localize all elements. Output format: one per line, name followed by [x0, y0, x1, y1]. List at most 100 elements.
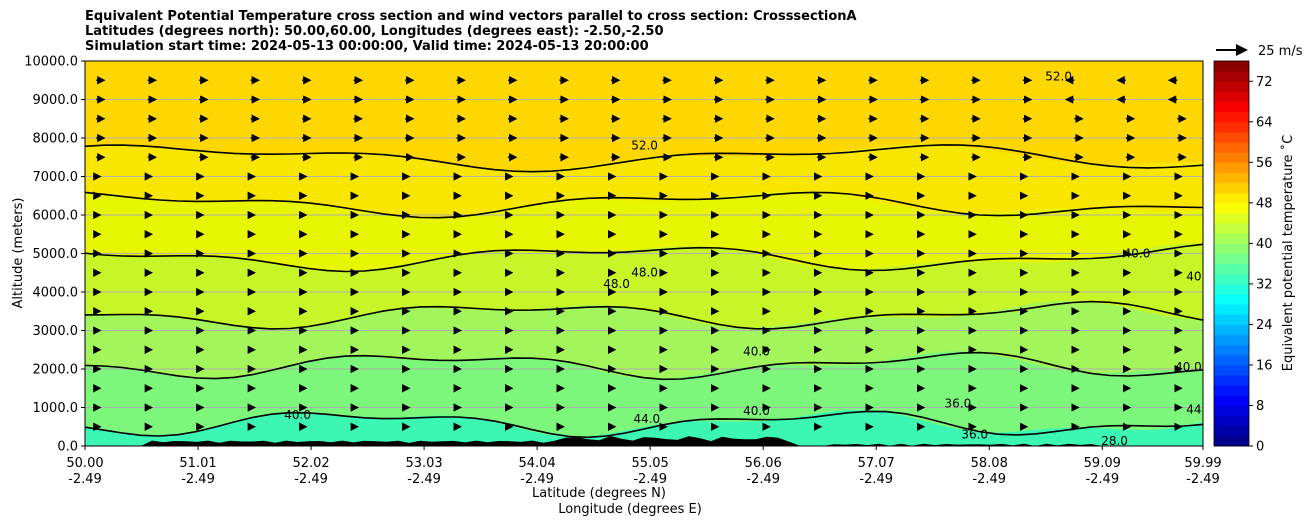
x-tick-label-lat: 54.04 [519, 456, 556, 471]
title-line-3: Simulation start time: 2024-05-13 00:00:… [85, 39, 649, 54]
x-tick-label-lon: -2.49 [294, 472, 328, 487]
colorbar-segment [1214, 273, 1249, 285]
x-tick-label-lat: 52.02 [292, 456, 329, 471]
x-tick-label-lon: -2.49 [1085, 472, 1119, 487]
y-tick-label: 0.0 [57, 440, 78, 455]
colorbar-segment [1214, 142, 1249, 153]
contour-line [85, 410, 1203, 439]
colorbar-segment [1214, 334, 1249, 346]
colorbar-tick-label: 40 [1256, 237, 1273, 252]
x-tick-label-lat: 53.03 [405, 456, 442, 471]
contour-label: 48.0 [631, 266, 658, 280]
x-tick-label-lat: 58.08 [971, 456, 1008, 471]
contour-label: 44.0 [1186, 402, 1213, 416]
contour-line [85, 300, 1203, 330]
colorbar-segment [1214, 152, 1249, 163]
contour-label: 40.0 [1175, 360, 1202, 374]
y-axis-label: Altitude (meters) [11, 198, 26, 309]
colorbar-segment [1214, 304, 1249, 315]
colorbar-tick-label: 64 [1256, 115, 1273, 130]
colorbar-tick-label: 8 [1256, 399, 1264, 414]
contour-label: 40.0 [1124, 246, 1151, 260]
y-tick-label: 2000.0 [33, 363, 79, 378]
wind-key: 25 m/s [1216, 44, 1303, 59]
x-tick-label-lat: 51.01 [179, 456, 216, 471]
colorbar-segment [1214, 81, 1249, 92]
contour-label: 36.0 [961, 427, 988, 441]
contour-label: 40.0 [1186, 269, 1213, 283]
x-axis-label-lat: Latitude (degrees N) [532, 486, 666, 501]
colorbar-segment [1214, 61, 1249, 72]
x-axis-label-lon: Longitude (degrees E) [558, 502, 702, 517]
colorbar-segment [1214, 162, 1249, 173]
colorbar-tick-label: 24 [1256, 318, 1273, 333]
contour-label: 52.0 [1045, 69, 1072, 83]
colorbar-segment [1214, 263, 1249, 275]
colorbar-segment [1214, 405, 1249, 417]
colorbar-tick-label: 32 [1256, 277, 1273, 292]
colorbar-segment [1214, 131, 1249, 143]
colorbar-segment [1214, 283, 1249, 295]
y-tick-label: 7000.0 [33, 170, 79, 185]
contour-line [85, 243, 1203, 273]
y-tick-label: 10000.0 [24, 55, 78, 70]
y-axis: 0.0 1000.0 2000.0 3000.0 4000.0 5000.0 6000.0 7… [24, 55, 85, 455]
y-tick-label: 3000.0 [33, 324, 79, 339]
x-tick-label-lon: -2.49 [746, 472, 780, 487]
contour-line [85, 191, 1203, 219]
colorbar-segment [1214, 294, 1249, 305]
colorbar-segment [1214, 375, 1249, 386]
colorbar-tick-label: 16 [1256, 358, 1273, 373]
colorbar-segment [1214, 344, 1249, 356]
y-tick-label: 4000.0 [33, 286, 79, 301]
wind-vectors [93, 76, 1187, 431]
y-tick-label: 1000.0 [33, 401, 79, 416]
title-line-2: Latitudes (degrees north): 50.00,60.00, … [85, 24, 664, 39]
x-tick-label-lon: -2.49 [181, 472, 215, 487]
x-tick-label-lon: -2.49 [407, 472, 441, 487]
colorbar-segment [1214, 435, 1249, 447]
colorbar-segment [1214, 425, 1249, 437]
contour-line [85, 144, 1203, 173]
contour-label: 36.0 [945, 397, 972, 411]
grid-lines [85, 99, 1203, 408]
colorbar-segment [1214, 314, 1249, 325]
colorbar-tick-label: 72 [1256, 75, 1273, 90]
theta-band [85, 410, 1203, 446]
x-tick-label-lat: 50.00 [66, 456, 103, 471]
plot-area: 52.0 52.0 48.048.0 40.0 40.0 40.0 40.0 40.0 44.0… [85, 61, 1213, 446]
contour-label: 40.0 [284, 408, 311, 422]
colorbar-segment [1214, 415, 1249, 427]
x-tick-label-lat: 55.05 [632, 456, 669, 471]
contour-line [85, 351, 1203, 381]
colorbar-segment [1214, 202, 1249, 214]
x-tick-label-lon: -2.49 [972, 472, 1006, 487]
x-tick-label-lon: -2.49 [1186, 472, 1220, 487]
colorbar-frame [1213, 60, 1250, 447]
colorbar-label: Equivalent potential temperature ˚C [1280, 135, 1296, 371]
colorbar-segment [1214, 111, 1249, 123]
x-axis: 50.00-2.4951.01-2.4952.02-2.4953.03-2.49… [66, 446, 1222, 487]
x-tick-label-lat: 59.09 [1084, 456, 1121, 471]
y-tick-label: 9000.0 [33, 93, 79, 108]
title-line-1: Equivalent Potential Temperature cross s… [85, 9, 857, 24]
y-tick-label: 8000.0 [33, 132, 79, 147]
colorbar-segment [1214, 364, 1249, 376]
contour-label: 52.0 [631, 139, 658, 153]
colorbar-segment [1214, 192, 1249, 204]
colorbar-segment [1214, 172, 1249, 184]
x-tick-label-lat: 59.99 [1184, 456, 1221, 471]
contour-label: 48.0 [603, 277, 630, 291]
colorbar-segment [1214, 354, 1249, 366]
colorbar-segment [1214, 101, 1249, 113]
colorbar-segment [1214, 385, 1249, 396]
contour-labels: 52.0 52.0 48.048.0 40.0 40.0 40.0 40.0 40.0 44.0… [284, 69, 1213, 446]
contour-label: 40.0 [743, 345, 770, 359]
y-tick-label: 5000.0 [33, 247, 79, 262]
colorbar-tick-label: 48 [1256, 196, 1273, 211]
contour-label: 44.0 [633, 412, 660, 426]
colorbar-segment [1214, 324, 1249, 336]
x-tick-label-lon: -2.49 [520, 472, 554, 487]
contour-label: 40.0 [743, 404, 770, 418]
colorbar-segment [1214, 233, 1249, 244]
